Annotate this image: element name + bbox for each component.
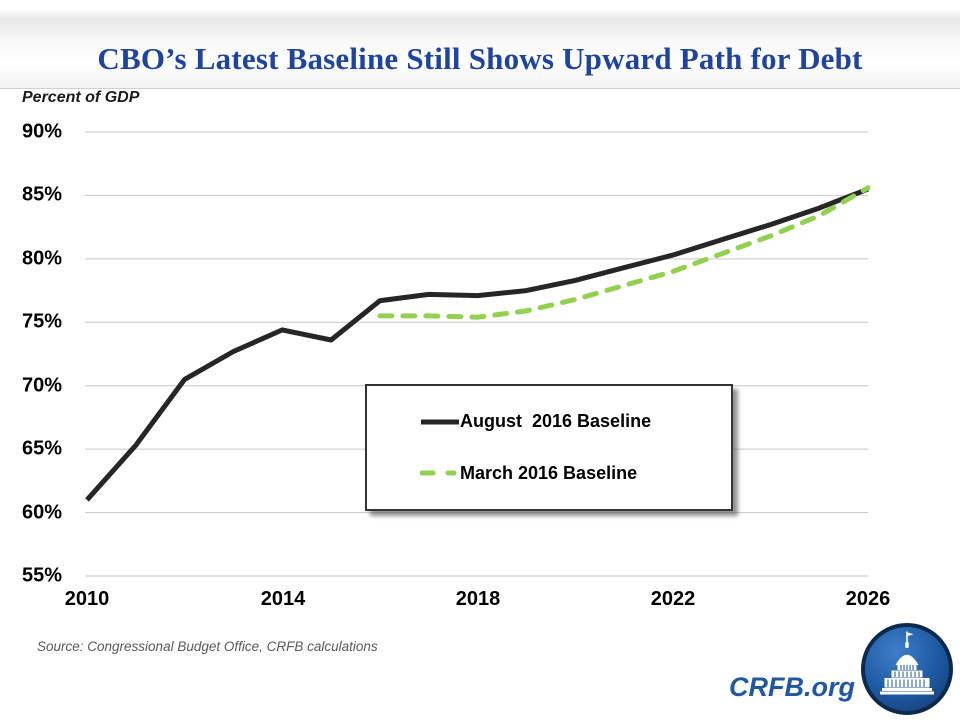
y-axis-title: Percent of GDP — [22, 89, 140, 106]
ytick-85: 85% — [22, 183, 63, 206]
series-line-august — [85, 186, 869, 502]
page-title: CBO’s Latest Baseline Still Shows Upward… — [97, 41, 863, 76]
xtick-2026: 2026 — [845, 588, 891, 610]
header-band — [0, 0, 960, 89]
ytick-70: 70% — [22, 374, 63, 397]
crfb-capitol-logo — [861, 623, 953, 715]
xtick-2010: 2010 — [64, 588, 110, 610]
ytick-65: 65% — [22, 437, 63, 460]
legend-entry-august: August 2016 Baseline — [420, 411, 731, 432]
xtick-2014: 2014 — [260, 588, 306, 610]
legend-box: August 2016 Baseline March 2016 Baseline — [365, 384, 733, 511]
crfb-org-label: CRFB.org — [729, 672, 855, 702]
series-line-march — [377, 185, 871, 320]
ytick-75: 75% — [22, 310, 63, 333]
legend-label-march: March 2016 Baseline — [460, 462, 638, 483]
capitol-column-lines — [887, 665, 925, 687]
august-line-sample-icon — [421, 419, 459, 425]
legend-entry-march: March 2016 Baseline — [420, 463, 731, 484]
march-dash-sample-icon — [420, 470, 460, 476]
ytick-80: 80% — [22, 247, 63, 270]
source-note: Source: Congressional Budget Office, CRF… — [37, 639, 378, 654]
ytick-55: 55% — [22, 564, 63, 587]
ytick-60: 60% — [22, 501, 63, 524]
xtick-2018: 2018 — [455, 588, 501, 610]
xtick-2022: 2022 — [650, 588, 696, 610]
ytick-90: 90% — [22, 120, 63, 143]
legend-label-august: August 2016 Baseline — [460, 411, 652, 432]
